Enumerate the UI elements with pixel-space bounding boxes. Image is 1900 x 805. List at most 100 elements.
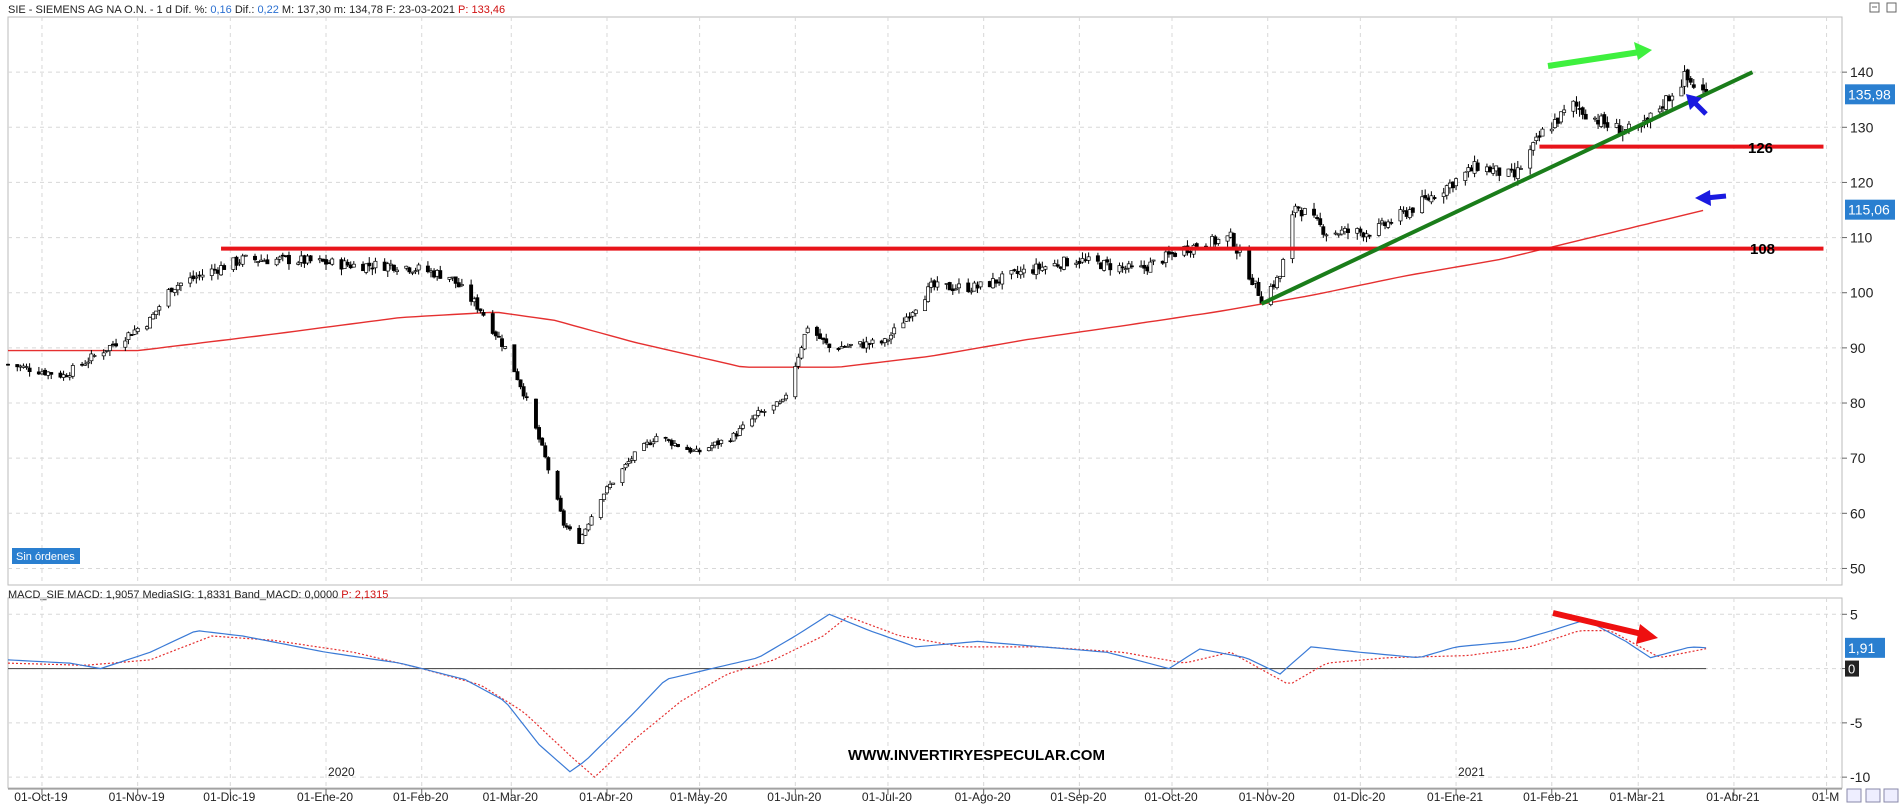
window-controls[interactable]	[1869, 2, 1897, 13]
candle-up	[713, 441, 717, 446]
candle-down	[1509, 168, 1514, 171]
candle-down	[1055, 264, 1060, 267]
candle-down	[1555, 117, 1560, 124]
candle-down	[15, 364, 20, 368]
settings-icon[interactable]	[1883, 788, 1899, 803]
candle-up	[583, 528, 588, 536]
candle-up	[793, 366, 798, 398]
header-part-0: SIE - SIEMENS AG NA O.N. - 1 d	[8, 4, 175, 16]
date-tick-label: 01-Abr-20	[579, 790, 633, 804]
macd-line	[7, 613, 1707, 773]
candle-down	[669, 440, 674, 446]
candle-down	[80, 363, 85, 366]
candle-up	[132, 329, 137, 335]
candle-down	[564, 525, 569, 528]
candle-up	[104, 350, 109, 352]
candle-up	[385, 263, 390, 272]
candle-down	[496, 335, 501, 338]
candle-up	[969, 290, 974, 293]
candle-up	[240, 255, 245, 265]
candle-down	[64, 375, 69, 378]
candle-down	[370, 267, 375, 270]
price-axis: 50 60 70 80 90 100 110 120 130 140	[1842, 64, 1874, 576]
candle-up	[1441, 192, 1446, 197]
candle-up	[870, 339, 875, 344]
candlesticks	[6, 65, 1709, 545]
candle-up	[1540, 128, 1545, 137]
macd-grid	[8, 598, 1842, 788]
candle-down	[1247, 249, 1252, 280]
candle-up	[651, 441, 656, 445]
candle-up	[1018, 270, 1023, 276]
candle-down	[1346, 228, 1350, 234]
blue-arrow-icon-2	[1695, 190, 1711, 206]
restore-icon[interactable]	[1886, 2, 1897, 13]
date-tick-label: 01-Oct-20	[1144, 790, 1198, 804]
candle-up	[21, 365, 26, 368]
zero-badge	[1845, 660, 1859, 677]
candle-up	[1324, 234, 1329, 237]
candle-down	[521, 386, 526, 397]
candle-up	[1139, 265, 1144, 268]
candle-down	[1166, 251, 1171, 255]
candle-up	[46, 371, 51, 376]
candle-down	[648, 442, 653, 446]
candle-down	[1389, 222, 1394, 224]
candle-up	[731, 432, 736, 442]
candle-up	[395, 269, 399, 272]
candle-up	[188, 277, 193, 284]
candle-up	[771, 404, 776, 411]
candle-up	[654, 435, 659, 443]
candle-up	[848, 344, 853, 346]
candle-up	[135, 328, 140, 332]
candle-down	[1404, 210, 1409, 217]
candle-down	[327, 262, 332, 264]
candle-down	[308, 255, 313, 262]
candle-down	[1701, 84, 1706, 91]
candle-down	[663, 436, 668, 439]
candle-up	[126, 332, 131, 340]
candle-down	[197, 274, 202, 277]
candle-up	[40, 371, 44, 375]
candle-up	[611, 482, 616, 485]
candle-up	[1253, 280, 1258, 284]
candle-down	[558, 497, 563, 512]
price-tick-label: 110	[1850, 230, 1873, 246]
candle-up	[1380, 220, 1384, 224]
candle-up	[1080, 258, 1085, 263]
candle-up	[1342, 228, 1347, 233]
candle-up	[781, 398, 785, 402]
candle-up	[209, 268, 214, 276]
bottom-toolbar[interactable]	[1846, 788, 1899, 803]
candle-down	[478, 308, 483, 312]
candle-down	[129, 334, 134, 336]
candle-down	[1512, 169, 1517, 178]
candle-down	[546, 457, 551, 471]
candle-down	[320, 258, 325, 262]
candle-down	[216, 269, 220, 274]
candle-up	[151, 313, 156, 320]
moving-average-line	[8, 209, 1704, 368]
candle-down	[1451, 181, 1455, 189]
candle-up	[1559, 111, 1563, 123]
candle-up	[416, 264, 421, 271]
candle-up	[957, 283, 961, 289]
candle-up	[1281, 259, 1286, 277]
print-icon[interactable]	[1846, 788, 1862, 803]
candle-up	[342, 260, 347, 269]
header-part-1: Dif. %:	[175, 4, 210, 16]
minimize-icon[interactable]	[1869, 2, 1880, 13]
candle-down	[283, 255, 288, 258]
candle-up	[351, 263, 356, 268]
candle-down	[1015, 270, 1020, 274]
candle-up	[1117, 265, 1122, 273]
candle-down	[43, 369, 48, 376]
candle-down	[1065, 258, 1069, 267]
candle-up	[1454, 178, 1459, 187]
candle-down	[688, 447, 693, 453]
save-icon[interactable]	[1865, 788, 1881, 803]
candle-up	[944, 283, 949, 285]
candle-up	[388, 263, 393, 266]
red-arrow-icon	[1636, 624, 1658, 644]
candle-down	[1031, 269, 1036, 274]
